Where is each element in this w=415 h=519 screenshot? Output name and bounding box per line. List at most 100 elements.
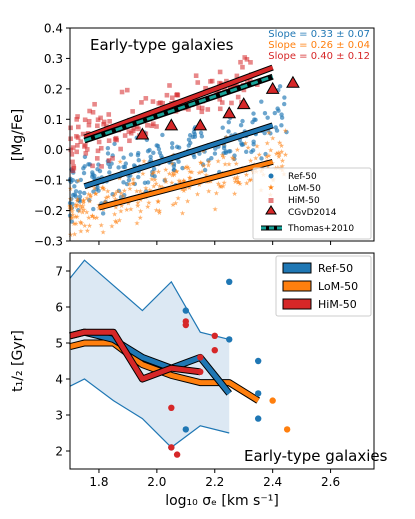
him50-point (69, 152, 75, 157)
lom50-point: ★ (218, 183, 224, 191)
cgvd2014-point (236, 97, 251, 110)
ref50-point (124, 181, 130, 187)
band-lower (69, 378, 230, 449)
ref50-point (82, 190, 87, 196)
lom50-point: ★ (166, 170, 172, 178)
lom50-point: ★ (101, 185, 107, 193)
lom50-point: ★ (226, 160, 232, 168)
x-tick-label: 2.2 (205, 475, 224, 489)
lom50-point: ★ (116, 175, 122, 183)
lom50-point: ★ (266, 152, 272, 160)
him50-point (199, 109, 205, 115)
lom50-point: ★ (72, 213, 78, 221)
ref50-point (262, 130, 267, 136)
outlier-ref50 (182, 307, 190, 314)
ref50-point (282, 101, 287, 107)
ref50-point (126, 177, 132, 183)
him50-point (82, 117, 88, 123)
lom50-point: ★ (88, 193, 94, 201)
ref50-point (198, 130, 204, 136)
ref50-point (221, 145, 227, 151)
lom50-point: ★ (137, 188, 143, 196)
ref50-point (122, 164, 128, 170)
lom50-point: ★ (118, 190, 124, 198)
ref50-point (251, 111, 256, 116)
lom50-point: ★ (212, 206, 218, 214)
legend-thomas-label: Thomas+2010 (287, 224, 354, 234)
lom50-point: ★ (213, 189, 219, 197)
legend-him50-swatch (282, 298, 312, 310)
ref50-point (73, 194, 78, 199)
fit-line-thomas2010 (83, 75, 274, 143)
ref50-point (212, 151, 218, 156)
lom50-point: ★ (278, 148, 284, 156)
cgvd2014-point (286, 75, 300, 88)
lom50-point: ★ (254, 143, 260, 151)
him50-point (196, 105, 201, 110)
ref50-point (232, 156, 237, 162)
ref50-point (279, 112, 284, 117)
lom50-point: ★ (169, 160, 175, 168)
lom50-point: ★ (69, 205, 75, 213)
legend-cgvd2014-marker (265, 205, 277, 215)
him50-point (70, 159, 75, 165)
lom50-point: ★ (200, 147, 206, 155)
him50-point (248, 60, 253, 65)
lom50-point: ★ (186, 184, 192, 192)
lom50-point: ★ (196, 181, 202, 189)
lom50-point: ★ (128, 205, 134, 213)
him50-point (68, 125, 73, 131)
legend-lom50-swatch (282, 280, 312, 292)
him50-point (131, 126, 137, 131)
him50-point (92, 101, 97, 107)
lom50-point: ★ (177, 178, 183, 186)
him50-point (90, 163, 95, 169)
him50-point (217, 80, 222, 86)
ref50-point (148, 154, 153, 159)
slope-text-him50: Slope = 0.40 ± 0.12 (268, 51, 370, 62)
lom50-point: ★ (253, 154, 259, 162)
him50-point (95, 117, 101, 123)
ref50-point (87, 197, 92, 203)
lom50-point: ★ (156, 207, 162, 215)
lom50-point: ★ (81, 196, 87, 204)
lom50-point: ★ (94, 214, 100, 222)
lom50-point: ★ (75, 177, 81, 185)
him50-point (86, 118, 92, 124)
lom50-point: ★ (181, 177, 187, 185)
lom50-point: ★ (68, 215, 74, 223)
lom50-point: ★ (279, 157, 285, 165)
ref50-point (116, 188, 122, 193)
him50-point (217, 106, 223, 112)
top-y-tick-label: 0.4 (44, 22, 63, 36)
bottom-axes-frame (69, 252, 375, 470)
ref50-point (223, 149, 228, 154)
him50-point (98, 145, 104, 151)
ref50-point (76, 197, 81, 203)
lom50-point: ★ (265, 162, 271, 170)
lom50-point: ★ (196, 169, 202, 177)
lom50-point: ★ (92, 190, 98, 198)
lom50-point: ★ (275, 149, 281, 157)
him50-point (127, 138, 132, 144)
ref50-point (252, 117, 257, 122)
ref50-point (91, 189, 96, 194)
top-y-tick-label: −0.3 (34, 235, 63, 249)
ref50-point (132, 181, 138, 187)
ref50-point (123, 161, 128, 166)
him50-point (234, 73, 240, 79)
lom50-point: ★ (137, 208, 143, 216)
lom50-point: ★ (74, 196, 80, 204)
lom50-point: ★ (141, 157, 147, 165)
lom50-point: ★ (103, 194, 109, 202)
lom50-point: ★ (117, 158, 123, 166)
lom50-point: ★ (105, 187, 111, 195)
ref50-point (73, 189, 79, 194)
ref50-point (259, 99, 264, 104)
lom50-point: ★ (189, 168, 195, 176)
outlier-him50 (197, 368, 204, 375)
ref50-point (209, 156, 214, 161)
ref50-point (263, 151, 268, 157)
him50-point (219, 100, 225, 105)
